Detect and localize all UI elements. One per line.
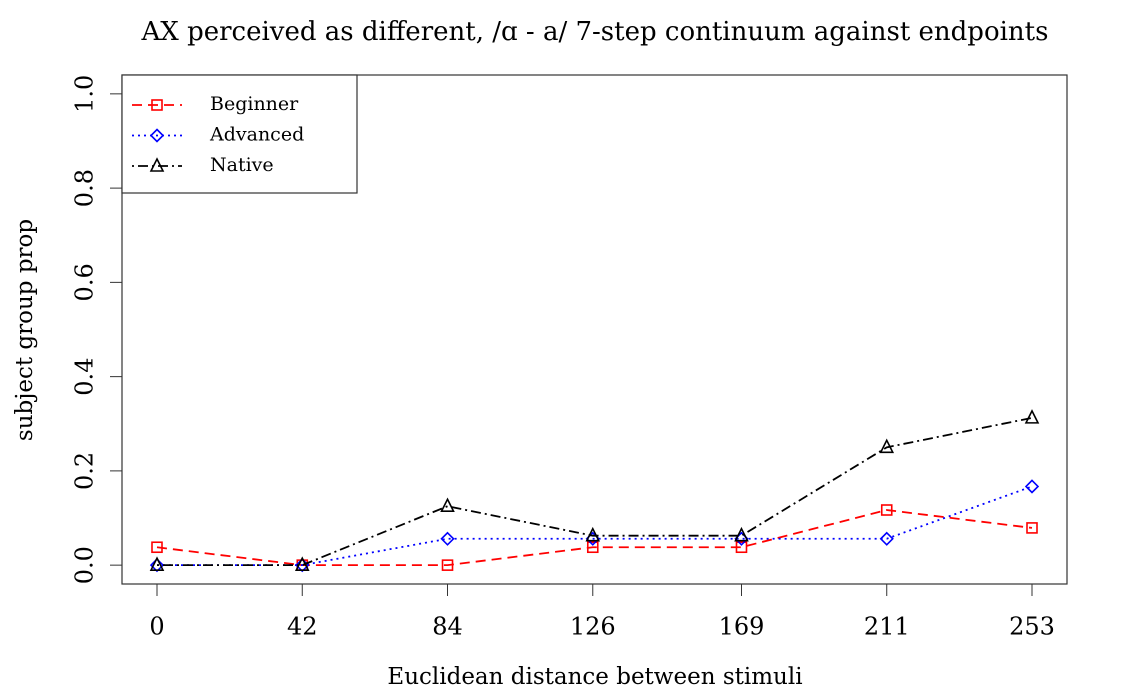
x-tick-label: 0 [149,613,164,641]
marker [1024,479,1040,494]
x-tick-label: 126 [570,613,616,641]
y-tick-label: 0.2 [71,452,99,490]
marker [586,541,599,554]
series-line [156,509,1033,567]
marker [441,559,454,571]
marker [151,541,163,554]
marker [440,497,455,513]
y-axis-label: subject group prop [12,219,38,441]
x-tick-label: 84 [432,613,463,641]
x-axis-label: Euclidean distance between stimuli [387,664,802,690]
legend-label: Beginner [210,93,299,115]
marker [585,526,601,542]
chart-title: AX perceived as different, /ɑ - a/ 7-ste… [141,17,1049,47]
legend-box [121,74,358,194]
marker [151,99,163,111]
marker [734,526,749,542]
marker [149,128,165,143]
marker [149,558,165,573]
x-tick-label: 169 [719,613,765,641]
y-tick-label: 1.0 [71,75,99,113]
marker [294,556,310,571]
series-line [157,416,1033,567]
marker [879,438,895,454]
marker [880,504,893,516]
marker [149,556,165,571]
marker [879,531,894,546]
x-tick-label: 253 [1009,613,1055,641]
y-tick-label: 0.4 [71,358,99,396]
marker [149,157,165,172]
legend-label: Native [210,154,274,176]
marker [440,531,455,546]
y-tick-label: 0.0 [71,546,99,584]
plot-frame [121,74,1068,585]
y-tick-label: 0.8 [71,169,99,207]
marker [1024,409,1040,424]
legend-label: Advanced [209,124,304,146]
series-line [157,485,1033,567]
x-tick-label: 42 [287,613,318,641]
y-tick-label: 0.6 [71,263,99,301]
marker [735,541,748,554]
x-tick-label: 211 [864,613,910,641]
marker [1026,522,1038,534]
